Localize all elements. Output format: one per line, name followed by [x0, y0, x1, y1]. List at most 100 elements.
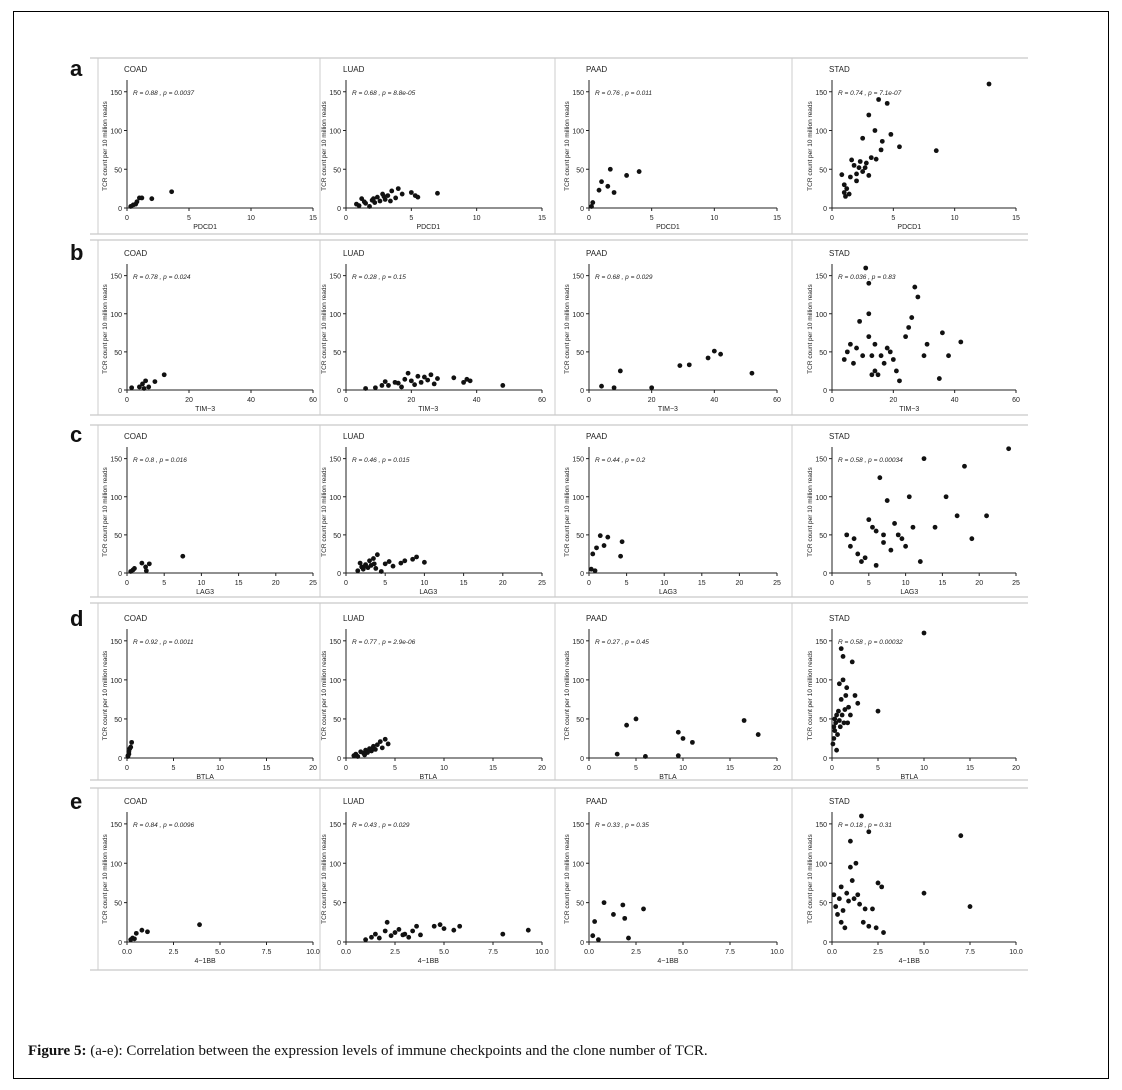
data-point — [718, 351, 723, 357]
data-point — [872, 128, 878, 133]
x-tick-label: 15 — [263, 765, 271, 772]
x-tick-label: 15 — [309, 215, 317, 222]
panel-title: LUAD — [343, 614, 365, 623]
x-tick-label: 40 — [710, 397, 718, 404]
y-axis-label: TCR count per 10 million reads — [321, 650, 328, 740]
x-tick-label: 5 — [876, 765, 880, 772]
y-tick-label: 50 — [819, 167, 827, 174]
y-tick-label: 100 — [815, 495, 827, 502]
x-tick-label: 10.0 — [306, 949, 320, 956]
data-point — [857, 901, 862, 907]
data-point — [374, 552, 380, 558]
x-tick-label: 15 — [489, 765, 497, 772]
panel-title: COAD — [124, 249, 147, 258]
x-tick-label: 10 — [710, 215, 718, 222]
figure-frame — [13, 11, 1109, 1079]
data-point — [396, 927, 402, 932]
y-tick-label: 50 — [114, 717, 122, 724]
data-point — [599, 383, 604, 389]
panel-stat: R = 0.84 , p = 0.0096 — [133, 822, 194, 829]
data-point — [367, 558, 372, 564]
data-point — [866, 829, 872, 835]
data-point — [641, 906, 646, 912]
data-point — [373, 385, 378, 391]
data-point — [881, 532, 886, 538]
data-point — [831, 724, 837, 730]
data-point — [837, 724, 843, 730]
y-tick-label: 150 — [815, 90, 827, 97]
y-axis-label: TCR count per 10 million reads — [807, 283, 814, 373]
data-point — [633, 716, 639, 722]
data-point — [384, 919, 390, 925]
x-tick-label: 10 — [440, 765, 448, 772]
y-tick-label: 50 — [333, 717, 341, 724]
data-point — [1006, 446, 1012, 452]
y-tick-label: 100 — [572, 861, 584, 868]
x-axis-label: PDCD1 — [193, 224, 217, 231]
data-point — [431, 923, 437, 929]
y-tick-label: 150 — [572, 274, 584, 281]
data-point — [884, 498, 890, 503]
data-point — [899, 536, 905, 542]
data-point — [617, 368, 623, 374]
data-point — [962, 463, 967, 469]
data-point — [868, 155, 874, 161]
data-point — [422, 559, 427, 565]
data-point — [636, 169, 642, 174]
panel-title: PAAD — [586, 249, 607, 258]
data-point — [371, 561, 377, 567]
x-tick-label: 25 — [1012, 580, 1020, 587]
y-tick-label: 0 — [118, 940, 122, 947]
panel-stat: R = 0.58 , p = 0.00034 — [838, 457, 903, 464]
data-point — [418, 379, 424, 385]
y-tick-label: 0 — [823, 756, 827, 763]
y-axis-label: TCR count per 10 million reads — [102, 283, 109, 373]
x-tick-label: 2.5 — [873, 949, 883, 956]
row-b: b COAD R = 0.78 , p = 0.024 0 50 100 150 0 20 40 6… — [70, 239, 1028, 416]
y-tick-label: 100 — [329, 495, 341, 502]
data-point — [378, 569, 384, 574]
data-point — [363, 937, 368, 943]
data-point — [406, 934, 412, 940]
data-point — [373, 566, 379, 571]
data-point — [140, 381, 145, 387]
data-point — [836, 681, 842, 687]
x-tick-label: 15 — [1012, 215, 1020, 222]
y-tick-label: 0 — [823, 571, 827, 578]
data-point — [881, 540, 886, 545]
data-point — [361, 199, 367, 205]
x-axis-label: LAG3 — [419, 589, 437, 596]
data-point — [831, 736, 837, 741]
data-point — [596, 187, 602, 193]
data-point — [888, 131, 894, 137]
data-point — [398, 560, 404, 566]
data-point — [128, 744, 134, 750]
panel-stat: R = 0.78 , p = 0.024 — [133, 274, 191, 281]
data-point — [873, 925, 879, 931]
caption-label: Figure 5: — [28, 1043, 87, 1059]
panel-stat: R = 0.44 , p = 0.2 — [595, 457, 646, 464]
data-point — [422, 374, 427, 380]
data-point — [859, 813, 864, 819]
row-marker-d: d — [70, 606, 83, 631]
panel-stat: R = 0.18 , p = 0.31 — [838, 822, 892, 829]
y-tick-label: 50 — [333, 533, 341, 540]
y-tick-label: 50 — [819, 350, 827, 357]
data-point — [441, 926, 447, 932]
data-point — [866, 311, 872, 317]
x-tick-label: 60 — [773, 397, 781, 404]
y-tick-label: 150 — [110, 90, 122, 97]
data-point — [870, 906, 875, 912]
y-tick-label: 50 — [333, 167, 341, 174]
data-point — [369, 934, 374, 940]
x-tick-label: 60 — [538, 397, 546, 404]
data-point — [588, 566, 594, 572]
panel-a-stad: STAD R = 0.74 , p = 7.1e-07 0 50 100 150 0 5 10 1… — [791, 58, 1020, 234]
panel-title: STAD — [829, 65, 850, 74]
y-axis-label: TCR count per 10 million reads — [564, 466, 571, 556]
x-tick-label: 15 — [538, 215, 546, 222]
data-point — [866, 112, 872, 118]
data-point — [954, 513, 960, 519]
